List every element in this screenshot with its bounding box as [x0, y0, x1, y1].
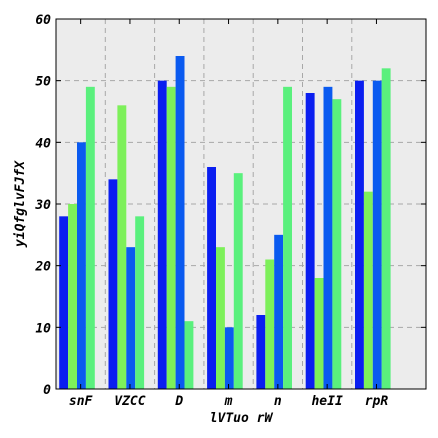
bar	[323, 86, 333, 389]
bar	[135, 216, 145, 389]
bars	[59, 56, 391, 390]
bar	[233, 173, 243, 389]
bar	[216, 247, 225, 389]
bar	[265, 259, 275, 389]
bar	[283, 86, 292, 389]
x-tick-label: rpR	[365, 394, 389, 409]
x-tick-label: VZCC	[114, 394, 145, 409]
y-tick-label: 50	[35, 75, 51, 90]
bar	[363, 191, 373, 389]
bar	[68, 204, 77, 389]
x-tick-label: snF	[69, 394, 94, 409]
x-tick-label: heII	[311, 394, 342, 409]
bar	[305, 93, 315, 389]
bar	[59, 216, 69, 389]
y-tick-label: 30	[34, 198, 51, 213]
x-tick-label: D	[174, 394, 183, 409]
bar	[126, 247, 136, 389]
bar	[332, 99, 342, 390]
x-axis-label: lVTuo rW	[210, 411, 274, 426]
bar	[372, 80, 382, 390]
bar	[108, 179, 118, 389]
bar	[184, 321, 194, 389]
bar	[175, 56, 185, 389]
bar	[224, 327, 234, 389]
x-tick-label: n	[274, 394, 282, 409]
bar	[117, 105, 127, 389]
bar	[274, 234, 284, 389]
bar	[166, 86, 176, 389]
y-axis-ticks: 0 10 20 30 40 50 60	[34, 13, 426, 398]
bar	[77, 142, 86, 389]
y-tick-label: 60	[35, 13, 51, 28]
bar	[157, 80, 167, 390]
y-tick-label: 10	[35, 321, 51, 336]
bar	[381, 68, 391, 389]
y-tick-label: 40	[35, 136, 51, 151]
bar	[314, 278, 324, 389]
bar	[85, 86, 95, 389]
y-tick-label: 20	[34, 260, 51, 275]
bar	[256, 315, 266, 389]
x-tick-label: m	[224, 394, 233, 409]
bar	[207, 167, 216, 389]
bar	[355, 80, 364, 390]
y-axis-label: yiQfglvFJfX	[13, 160, 28, 248]
y-tick-label: 0	[43, 383, 51, 398]
